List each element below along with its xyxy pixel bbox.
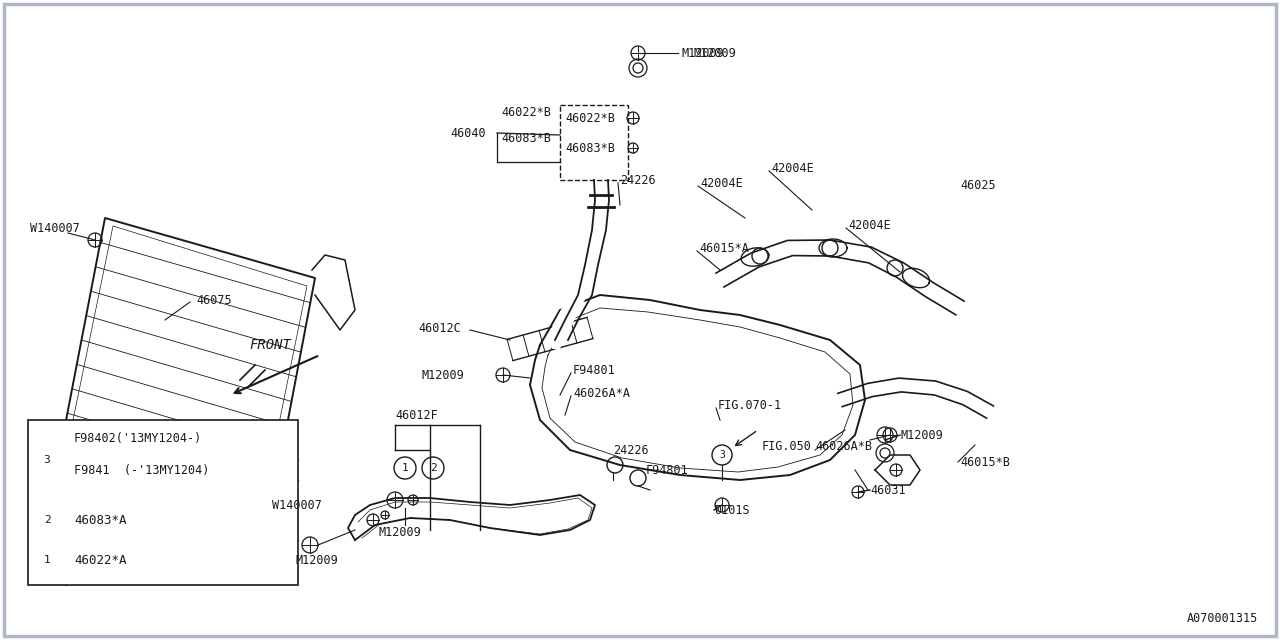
Text: 2: 2 <box>44 515 50 525</box>
Text: M12009: M12009 <box>421 369 465 381</box>
Text: M12009: M12009 <box>294 554 338 566</box>
Text: 24226: 24226 <box>620 173 655 186</box>
Text: 2: 2 <box>430 463 436 473</box>
Text: 3: 3 <box>44 455 50 465</box>
Text: 46022*A: 46022*A <box>74 554 127 566</box>
Text: 46083*B: 46083*B <box>500 131 550 145</box>
Text: 46075: 46075 <box>196 294 232 307</box>
Text: 42004E: 42004E <box>771 161 814 175</box>
Text: 24226: 24226 <box>613 444 649 456</box>
Text: M12009: M12009 <box>378 525 421 538</box>
Text: M12009: M12009 <box>681 47 723 60</box>
Text: 46025: 46025 <box>960 179 996 191</box>
Text: 46083*A: 46083*A <box>74 513 127 527</box>
Bar <box>561 105 628 180</box>
Text: 46026A*B: 46026A*B <box>815 440 872 452</box>
Text: 46026A*A: 46026A*A <box>573 387 630 399</box>
Text: W140007: W140007 <box>273 499 321 511</box>
Text: 3: 3 <box>719 450 724 460</box>
Text: F94801: F94801 <box>646 463 689 477</box>
Text: 46015*B: 46015*B <box>960 456 1010 468</box>
Text: F98402('13MY1204-): F98402('13MY1204-) <box>74 431 202 445</box>
Text: 46022*B: 46022*B <box>564 111 614 125</box>
Text: 46012F: 46012F <box>396 408 438 422</box>
Text: FIG.050: FIG.050 <box>762 440 812 452</box>
Text: M12009: M12009 <box>900 429 943 442</box>
Text: F94801: F94801 <box>573 364 616 376</box>
Text: 46040: 46040 <box>451 127 485 140</box>
Text: M12009: M12009 <box>692 47 736 60</box>
Text: 46022*B: 46022*B <box>500 106 550 118</box>
Text: 46083*B: 46083*B <box>564 141 614 154</box>
Bar <box>28 420 298 585</box>
Text: 0101S: 0101S <box>714 504 750 516</box>
Text: 1: 1 <box>402 463 408 473</box>
Text: 42004E: 42004E <box>849 218 891 232</box>
Text: W140007: W140007 <box>29 221 79 234</box>
Text: 46031: 46031 <box>870 483 906 497</box>
Text: F9841  (-'13MY1204): F9841 (-'13MY1204) <box>74 463 210 477</box>
Text: FRONT: FRONT <box>250 338 291 352</box>
Text: 1: 1 <box>44 555 50 565</box>
Text: A070001315: A070001315 <box>1187 612 1258 625</box>
Text: 42004E: 42004E <box>700 177 742 189</box>
Text: FIG.070-1: FIG.070-1 <box>718 399 782 412</box>
Text: 46012C: 46012C <box>419 321 461 335</box>
Text: 46015*A: 46015*A <box>699 241 749 255</box>
